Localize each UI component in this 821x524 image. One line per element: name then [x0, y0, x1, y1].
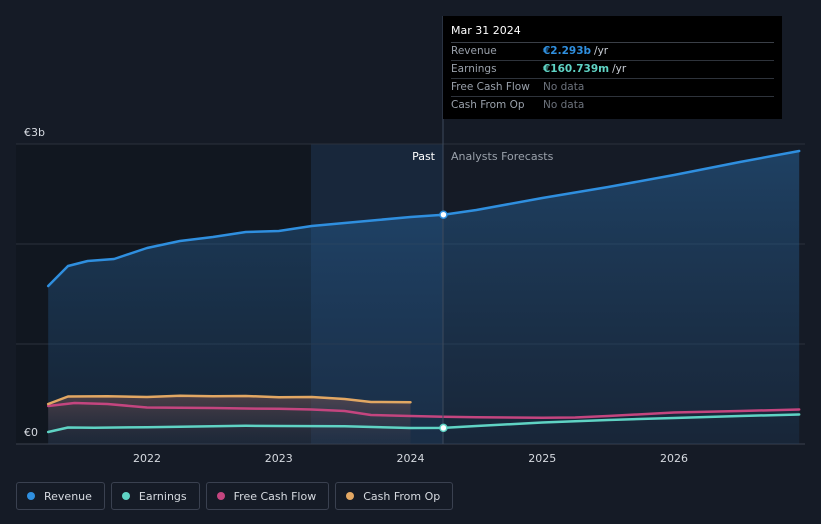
legend-dot-icon	[27, 492, 35, 500]
tooltip-unit: /yr	[594, 45, 609, 57]
forecast-label: Analysts Forecasts	[451, 150, 554, 163]
revenue-marker	[439, 210, 448, 219]
legend-dot-icon	[346, 492, 355, 500]
tooltip: Mar 31 2024 Revenue €2.293b /yr Earnings…	[443, 16, 782, 119]
tooltip-date: Mar 31 2024	[451, 24, 774, 43]
free-cash-flow-line	[46, 401, 801, 420]
x-axis-ticks: 2022 2023 2024 2025 2026	[133, 452, 688, 465]
tooltip-row-earnings: Earnings €160.739m /yr	[451, 61, 774, 79]
tooltip-label: Free Cash Flow	[451, 81, 530, 93]
legend: Revenue Earnings Free Cash Flow Cash Fro…	[16, 482, 454, 510]
tooltip-label: Cash From Op	[451, 99, 525, 111]
x-tick-label: 2026	[660, 452, 688, 465]
tooltip-label: Earnings	[451, 63, 497, 75]
revenue-line	[46, 149, 801, 288]
legend-label: Cash From Op	[363, 489, 441, 503]
x-tick-label: 2024	[397, 452, 425, 465]
tooltip-label: Revenue	[451, 45, 497, 57]
x-tick-label: 2022	[133, 452, 161, 465]
legend-label: Earnings	[138, 489, 187, 503]
y-tick-top: €3b	[24, 126, 45, 139]
legend-item-earnings[interactable]: Earnings	[110, 482, 200, 510]
legend-dot-icon	[121, 492, 130, 500]
series-lines	[46, 149, 801, 434]
tooltip-unit: /yr	[612, 63, 627, 75]
legend-item-free-cash-flow[interactable]: Free Cash Flow	[205, 482, 330, 510]
y-tick-zero: €0	[24, 426, 38, 439]
tooltip-value: €160.739m	[543, 63, 610, 75]
earnings-marker	[439, 423, 448, 433]
legend-dot-icon	[216, 492, 225, 500]
tooltip-markers	[439, 210, 448, 433]
tooltip-row-revenue: Revenue €2.293b /yr	[451, 43, 774, 61]
legend-item-cash-from-op[interactable]: Cash From Op	[335, 482, 454, 510]
x-tick-label: 2025	[528, 452, 556, 465]
tooltip-value: No data	[543, 81, 585, 93]
x-tick-label: 2023	[265, 452, 293, 465]
tooltip-value: €2.293b	[543, 45, 592, 57]
legend-item-revenue[interactable]: Revenue	[16, 482, 105, 510]
past-label: Past	[412, 150, 436, 163]
tooltip-row-fcf: Free Cash Flow No data	[451, 79, 774, 97]
earnings-line	[46, 413, 801, 434]
revenue-area	[48, 151, 800, 444]
cash-from-op-line	[46, 394, 412, 406]
legend-label: Revenue	[44, 489, 92, 503]
tooltip-row-cfo: Cash From Op No data	[451, 97, 774, 114]
legend-label: Free Cash Flow	[233, 489, 317, 503]
tooltip-value: No data	[543, 99, 585, 111]
